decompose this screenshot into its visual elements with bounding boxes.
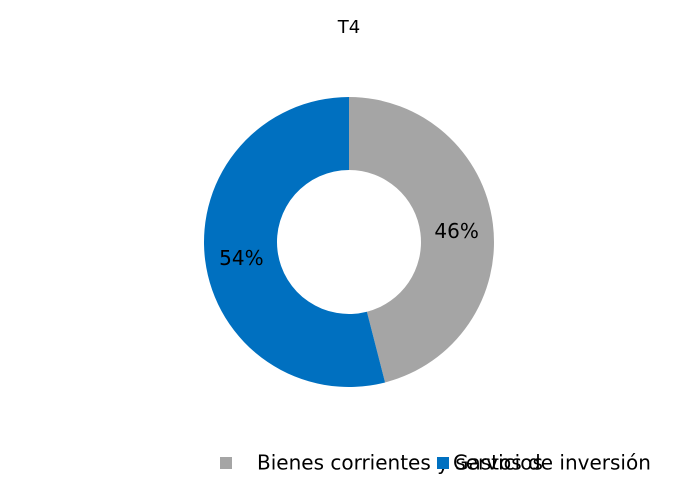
legend-label: Gastos de inversión [453, 451, 651, 475]
chart-title: T4 [337, 17, 360, 38]
legend-swatch [220, 457, 232, 469]
data-label: 54% [219, 246, 263, 270]
legend-label: Bienes corrientes y servicios [257, 451, 543, 475]
donut-slice [203, 97, 386, 388]
legend-swatch [437, 457, 449, 469]
donut-slice [349, 97, 494, 383]
data-label: 46% [434, 219, 478, 243]
